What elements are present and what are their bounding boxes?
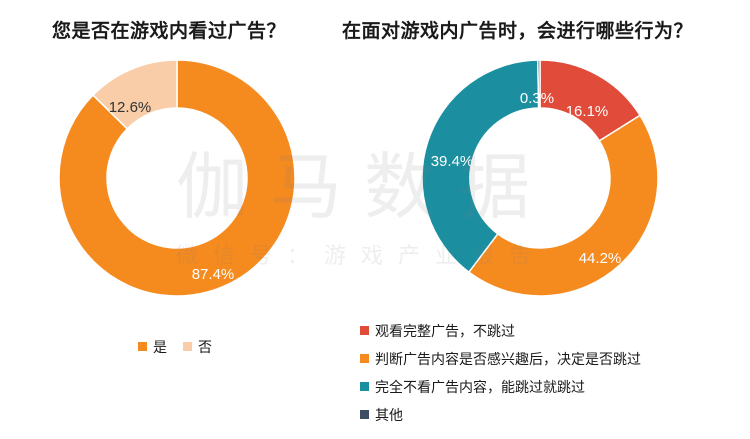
legend-label-1-2: 完全不看广告内容，能跳过就跳过 (375, 379, 585, 396)
data-label-1-0: 16.1% (566, 103, 609, 120)
legend-label-1-3: 其他 (375, 407, 403, 424)
legend-label-0-0: 是 (153, 339, 167, 356)
legend-item-1-3: 其他 (360, 404, 641, 425)
donut-slice-0-0 (58, 59, 296, 297)
legend-item-1-1: 判断广告内容是否感兴趣后，决定是否跳过 (360, 348, 641, 369)
data-label-1-1: 44.2% (579, 250, 622, 267)
legend-item-1-2: 完全不看广告内容，能跳过就跳过 (360, 376, 641, 397)
legend-swatch-1-0 (360, 326, 369, 335)
legend-item-1-0: 观看完整广告，不跳过 (360, 320, 641, 341)
data-label-1-2: 39.4% (431, 153, 474, 170)
legend-item-0-1: 否 (183, 336, 212, 357)
legend-swatch-0-0 (138, 342, 147, 351)
legend-swatch-1-3 (360, 410, 369, 419)
legend-item-0-0: 是 (138, 336, 167, 357)
legend-swatch-0-1 (183, 342, 192, 351)
legend-swatch-1-2 (360, 382, 369, 391)
chart-title-ad-behavior: 在面对游戏内广告时，会进行哪些行为？ (342, 20, 694, 42)
chart-title-ad-seen: 您是否在游戏内看过广告？ (52, 20, 287, 42)
donut-slice-1-1 (467, 114, 659, 297)
legend-swatch-1-1 (360, 354, 369, 363)
donut-slice-0-1 (91, 59, 178, 130)
donut-slice-1-3 (537, 59, 541, 109)
data-label-1-3: 0.3% (520, 90, 554, 107)
legend-label-1-0: 观看完整广告，不跳过 (375, 323, 515, 340)
legend-ad-behavior: 观看完整广告，不跳过判断广告内容是否感兴趣后，决定是否跳过 完全不看广告内容，能跳… (360, 320, 641, 432)
data-label-0-0: 87.4% (192, 266, 235, 283)
donut-slice-1-2 (421, 59, 540, 274)
legend-label-1-1: 判断广告内容是否感兴趣后，决定是否跳过 (375, 351, 641, 368)
legend-ad-seen: 是否 (138, 336, 228, 364)
data-label-0-1: 12.6% (109, 99, 152, 116)
legend-label-0-1: 否 (198, 339, 212, 356)
